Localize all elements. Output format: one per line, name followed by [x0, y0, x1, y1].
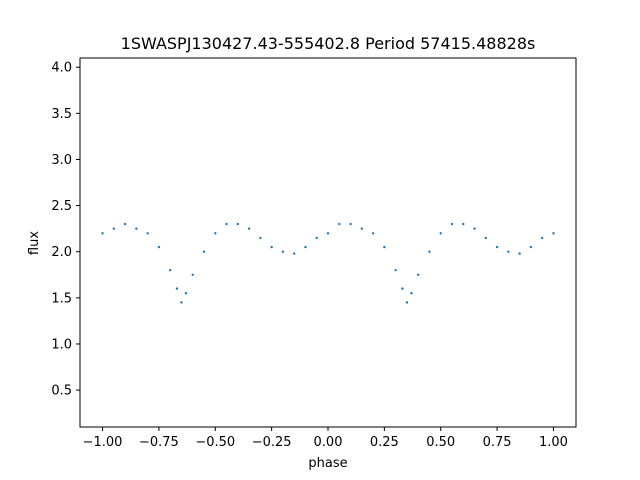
data-point	[484, 236, 488, 240]
data-point	[292, 252, 296, 255]
x-tick-label: −0.25	[252, 435, 292, 450]
y-axis-ticks: 0.5 1.0 1.5 2.0 2.5 3.0 3.5 4.0	[51, 61, 80, 399]
data-point	[394, 268, 397, 272]
y-tick-label: 1.5	[51, 291, 72, 306]
data-point	[281, 250, 285, 253]
data-point	[416, 273, 420, 276]
data-point	[371, 232, 375, 235]
data-point	[175, 287, 179, 290]
data-point	[360, 227, 364, 230]
data-point	[338, 222, 341, 226]
x-tick-label: 0.25	[370, 435, 399, 450]
data-point	[157, 245, 161, 249]
y-tick-label: 4.0	[51, 61, 72, 76]
y-tick-label: 3.0	[51, 153, 72, 168]
data-point	[518, 252, 521, 255]
data-point	[101, 232, 104, 235]
y-tick-label: 2.5	[51, 199, 72, 214]
data-point	[507, 250, 510, 253]
x-tick-label: 0.50	[426, 435, 455, 450]
data-point	[405, 301, 409, 304]
x-tick-label: 0.75	[483, 435, 512, 450]
x-tick-label: −0.50	[195, 435, 235, 450]
data-point	[529, 245, 533, 249]
data-point	[214, 232, 217, 235]
y-tick-label: 1.0	[51, 337, 72, 352]
data-point	[540, 236, 544, 240]
x-tick-label: −0.75	[139, 435, 179, 450]
scatter-points	[101, 222, 555, 304]
x-tick-label: 0.00	[314, 435, 343, 450]
data-point	[123, 222, 127, 226]
data-point	[247, 227, 251, 230]
plot-frame	[79, 57, 577, 428]
data-point	[191, 273, 194, 276]
data-point	[495, 245, 499, 249]
data-point	[112, 227, 116, 230]
data-point	[135, 227, 138, 230]
x-tick-label: 1.00	[539, 435, 568, 450]
x-tick-label: −1.00	[83, 435, 123, 450]
data-point	[202, 250, 206, 253]
data-point	[473, 227, 476, 230]
x-axis-ticks: −1.00 −0.75 −0.50 −0.25 0.00 0.25 0.50 0.75 1.00	[83, 427, 568, 450]
data-point	[410, 292, 413, 295]
data-point	[270, 245, 273, 249]
data-point	[326, 232, 330, 235]
data-point	[225, 222, 228, 226]
y-axis-label: flux	[27, 231, 42, 255]
data-point	[462, 222, 465, 226]
data-point	[259, 236, 262, 240]
y-tick-label: 3.5	[51, 107, 72, 122]
data-point	[168, 268, 172, 272]
data-point	[184, 292, 188, 295]
y-tick-label: 2.0	[51, 245, 72, 260]
y-tick-label: 0.5	[51, 384, 72, 399]
data-point	[383, 245, 386, 249]
data-point	[349, 222, 352, 226]
x-axis-label: phase	[308, 456, 347, 471]
data-point	[552, 232, 555, 235]
chart-title: 1SWASPJ130427.43-555402.8 Period 57415.4…	[121, 34, 536, 53]
data-point	[439, 232, 442, 235]
data-point	[146, 232, 149, 235]
data-point	[180, 301, 183, 304]
data-point	[315, 236, 318, 240]
data-point	[450, 222, 454, 226]
data-point	[236, 222, 240, 226]
data-point	[401, 287, 404, 290]
data-point	[428, 250, 431, 253]
data-point	[304, 245, 307, 249]
